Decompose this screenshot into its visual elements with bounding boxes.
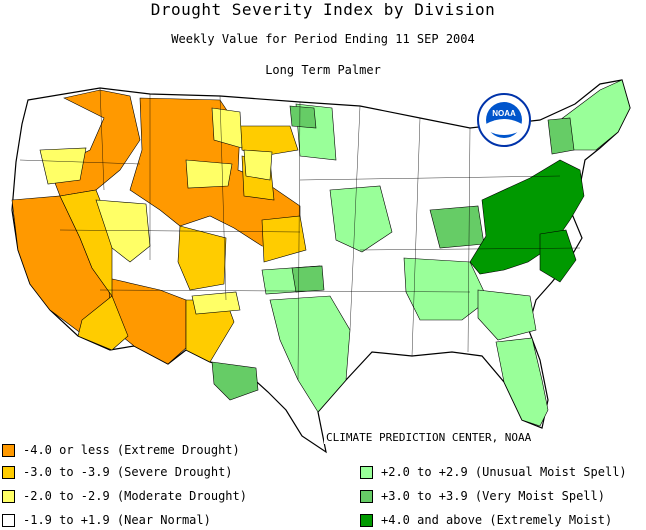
region-verymoist-texas: [211, 361, 259, 401]
region-moist-florida: [495, 337, 549, 427]
region-severe-plains: [261, 215, 307, 263]
legend-label: -4.0 or less (Extreme Drought): [23, 443, 240, 457]
map-subtitle: Weekly Value for Period Ending 11 SEP 20…: [171, 32, 475, 46]
legend-label: +4.0 and above (Extremely Moist): [381, 513, 613, 527]
map-title: Drought Severity Index by Division: [150, 0, 496, 19]
region-moderate-nm: [191, 291, 241, 315]
noaa-logo: NOAA: [477, 93, 531, 147]
legend-swatch: [360, 465, 373, 479]
noaa-logo-text: NOAA: [492, 109, 516, 118]
region-verymoist-oklahoma: [291, 265, 325, 293]
legend-item-near-normal: -1.9 to +1.9 (Near Normal): [2, 512, 211, 528]
region-severe-colorado: [177, 225, 227, 291]
region-moist-midwest: [329, 185, 393, 253]
legend-item-extreme-drought: -4.0 or less (Extreme Drought): [2, 442, 240, 458]
division-boundaries: [19, 87, 581, 381]
legend-item-very-moist: +3.0 to +3.9 (Very Moist Spell): [360, 488, 605, 504]
legend-swatch: [2, 489, 15, 503]
region-verymoist-ohio: [429, 205, 485, 249]
index-method: Long Term Palmer: [265, 63, 381, 77]
region-moderate-wyoming: [185, 159, 233, 189]
region-moderate-idaho: [211, 107, 243, 149]
legend-label: -3.0 to -3.9 (Severe Drought): [23, 465, 233, 479]
legend-swatch: [360, 513, 373, 527]
region-verymoist-newengland: [547, 117, 575, 155]
region-moderate-plains: [243, 149, 273, 181]
legend-label: -1.9 to +1.9 (Near Normal): [23, 513, 211, 527]
legend-swatch: [2, 443, 15, 457]
legend-label: +2.0 to +2.9 (Unusual Moist Spell): [381, 465, 627, 479]
legend-swatch: [2, 513, 15, 527]
drought-map: NOAA: [11, 79, 631, 454]
legend-item-moderate-drought: -2.0 to -2.9 (Moderate Drought): [2, 488, 247, 504]
legend-item-severe-drought: -3.0 to -3.9 (Severe Drought): [2, 464, 233, 480]
region-severe-arizona: [77, 295, 129, 351]
region-moderate-washington: [39, 147, 87, 185]
legend-swatch: [360, 489, 373, 503]
region-extremelymoist-carolina: [539, 229, 577, 283]
legend-item-extremely-moist: +4.0 and above (Extremely Moist): [360, 512, 612, 528]
region-moderate-utah: [95, 199, 151, 263]
legend-item-unusual-moist: +2.0 to +2.9 (Unusual Moist Spell): [360, 464, 627, 480]
legend-swatch: [2, 465, 15, 479]
region-verymoist-dakota: [289, 105, 317, 129]
legend-label: +3.0 to +3.9 (Very Moist Spell): [381, 489, 605, 503]
region-moist-texas-gulf: [269, 295, 351, 413]
legend-label: -2.0 to -2.9 (Moderate Drought): [23, 489, 247, 503]
map-credit: CLIMATE PREDICTION CENTER, NOAA: [324, 431, 534, 444]
region-moist-southeast: [477, 289, 537, 341]
